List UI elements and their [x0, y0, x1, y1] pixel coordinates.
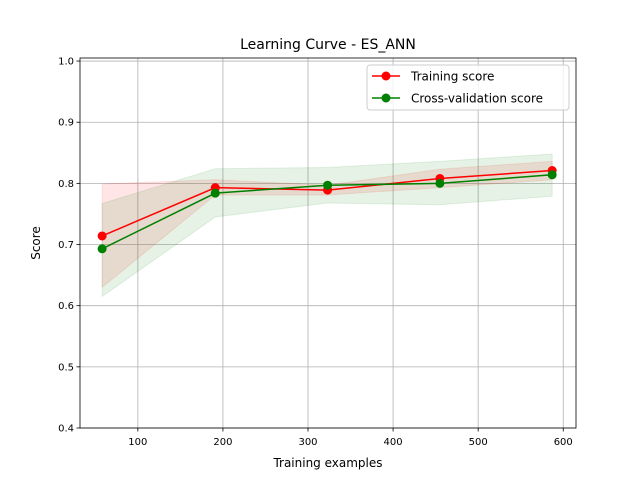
- x-tick-label: 400: [384, 437, 403, 448]
- y-tick-label: 1.0: [58, 57, 74, 68]
- y-tick-label: 0.9: [58, 118, 74, 129]
- x-axis-ticks: 100 200 300 400 500 600: [128, 428, 573, 448]
- x-tick-label: 200: [213, 437, 232, 448]
- legend-label-cross-validation: Cross-validation score: [411, 92, 543, 106]
- x-tick-label: 500: [469, 437, 488, 448]
- point-cross-validation-score: [97, 244, 107, 254]
- point-cross-validation-score: [210, 188, 220, 198]
- point-cross-validation-score: [435, 178, 445, 188]
- point-cross-validation-score: [547, 170, 557, 180]
- y-tick-label: 0.6: [58, 301, 74, 312]
- point-cross-validation-score: [323, 180, 333, 190]
- grid: [80, 58, 576, 429]
- legend: Training score Cross-validation score: [366, 64, 570, 111]
- legend-marker-training: [381, 71, 391, 81]
- legend-box: [366, 64, 570, 111]
- y-tick-label: 0.4: [58, 424, 74, 435]
- y-tick-label: 0.8: [58, 179, 74, 190]
- x-tick-label: 300: [298, 437, 317, 448]
- chart-title: Learning Curve - ES_ANN: [240, 37, 416, 53]
- legend-marker-cross-validation: [381, 93, 391, 103]
- legend-label-training: Training score: [410, 70, 494, 84]
- plot-frame: [79, 57, 577, 429]
- series-markers: [97, 166, 557, 254]
- point-training-score: [97, 231, 107, 241]
- x-axis-label: Training examples: [272, 456, 382, 470]
- x-tick-label: 600: [554, 437, 573, 448]
- x-tick-label: 100: [128, 437, 147, 448]
- y-axis-label: Score: [29, 226, 43, 260]
- y-axis-ticks: 0.4 0.5 0.6 0.7 0.8 0.9 1.0: [58, 57, 80, 435]
- y-tick-label: 0.7: [58, 240, 74, 251]
- y-tick-label: 0.5: [58, 362, 74, 373]
